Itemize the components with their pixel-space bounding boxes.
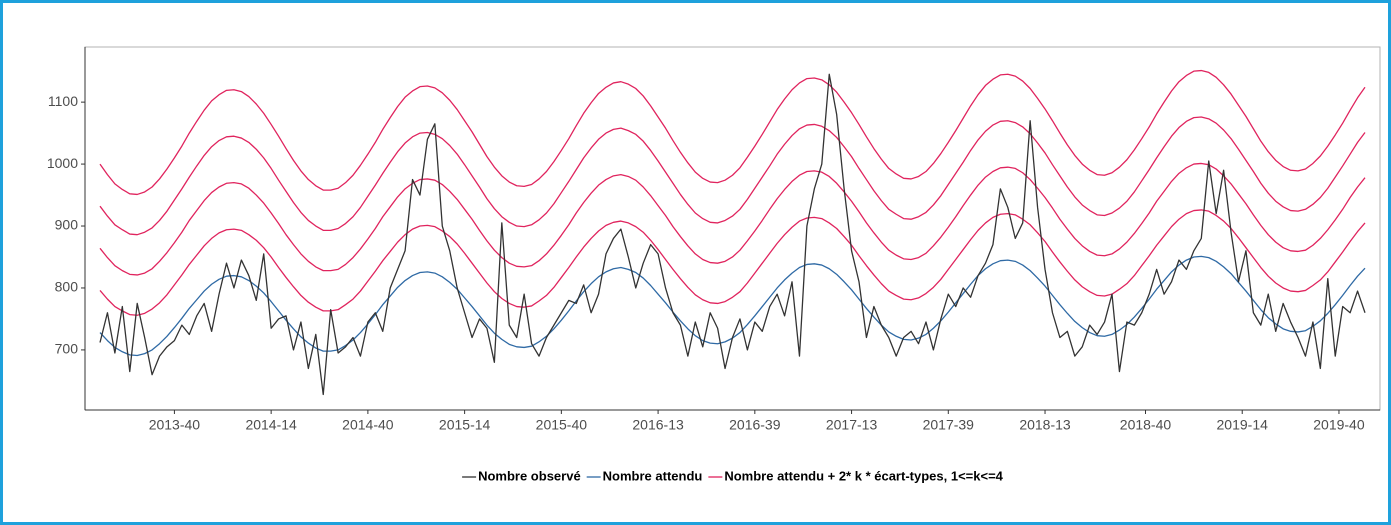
observed-line xyxy=(99,73,1366,396)
band-line xyxy=(99,162,1366,276)
band-line xyxy=(99,116,1366,236)
x-tick-label: 2017-39 xyxy=(923,417,975,433)
x-tick-label: 2018-13 xyxy=(1019,417,1071,433)
x-tick-label: 2014-14 xyxy=(245,417,297,433)
x-tick-label: 2015-14 xyxy=(439,417,491,433)
x-tick-label: 2013-40 xyxy=(149,417,201,433)
x-tick-label: 2019-40 xyxy=(1313,417,1365,433)
x-tick-label: 2019-14 xyxy=(1217,417,1269,433)
plot-panel xyxy=(84,46,1381,411)
y-tick-label: 900 xyxy=(55,217,79,233)
y-tick-label: 800 xyxy=(55,279,79,295)
legend-label: Nombre observé xyxy=(478,468,581,483)
legend-label: Nombre attendu xyxy=(603,468,703,483)
x-tick-label: 2017-13 xyxy=(826,417,878,433)
x-tick-label: 2016-39 xyxy=(729,417,781,433)
band-line xyxy=(99,209,1366,316)
x-tick-label: 2014-40 xyxy=(342,417,394,433)
band-line xyxy=(99,69,1366,196)
y-tick-label: 700 xyxy=(55,341,79,357)
y-tick-label: 1000 xyxy=(47,155,78,171)
x-tick-label: 2018-40 xyxy=(1120,417,1172,433)
x-tick-label: 2016-13 xyxy=(632,417,684,433)
legend-label: Nombre attendu + 2* k * écart-types, 1<=… xyxy=(724,468,1003,483)
y-tick-label: 1100 xyxy=(48,93,78,109)
x-tick-label: 2015-40 xyxy=(536,417,588,433)
